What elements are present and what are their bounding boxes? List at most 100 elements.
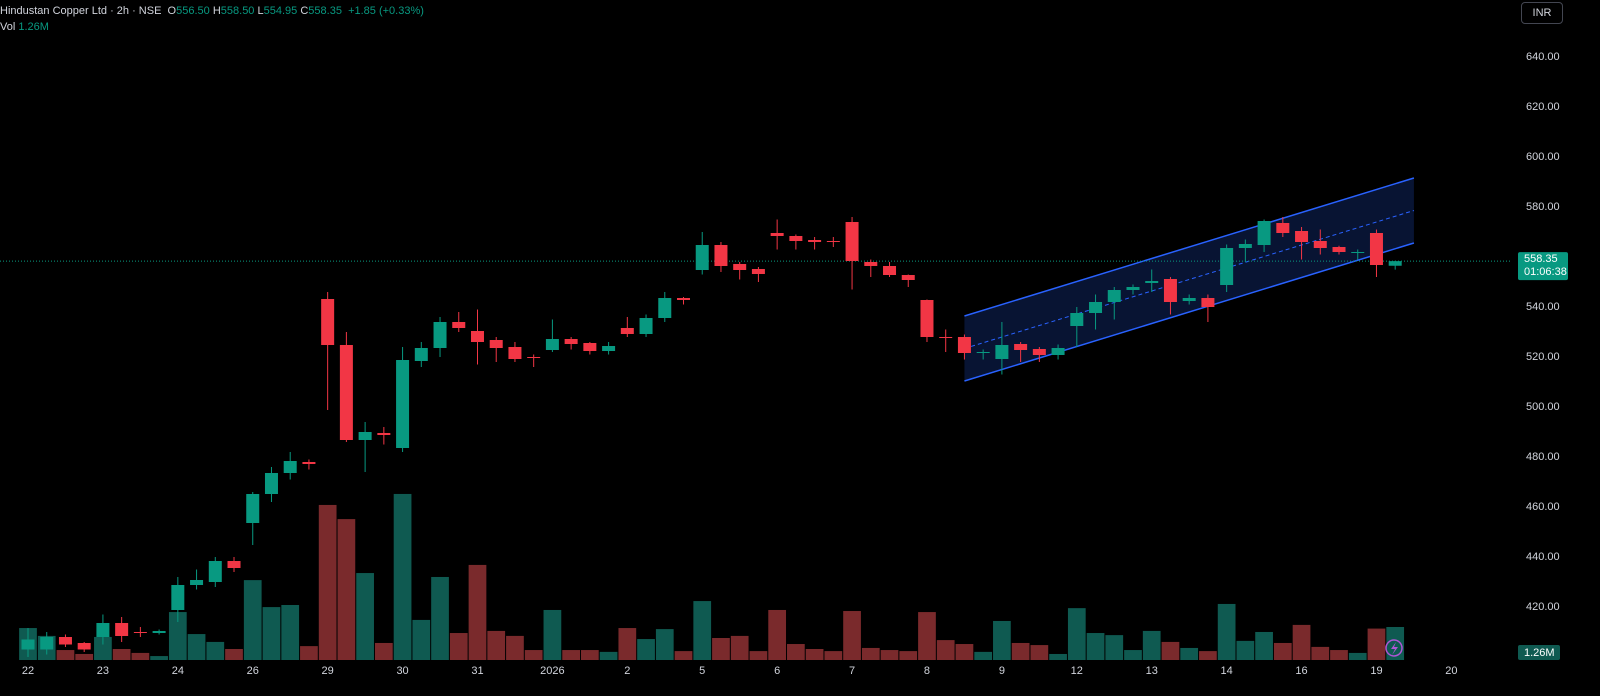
candle-body [1332,247,1346,252]
volume-bar [1292,624,1311,660]
ohlc-value: 556.50 [176,5,210,17]
candle-body [1107,290,1121,302]
volume-bar [993,620,1011,660]
candle-body [808,240,822,242]
candle-body [302,462,316,464]
legend: Hindustan Copper Ltd · 2h · NSE O556.50 … [0,3,424,35]
volume-bar [580,650,599,660]
candle-body [171,585,185,610]
candle-body [246,494,260,523]
volume-bar [1086,633,1105,660]
volume-row: Vol 1.26M [0,19,424,35]
volume-bar [337,519,356,660]
candle-body [1388,261,1402,266]
candle-body [1201,298,1215,307]
volume-bar [655,629,674,660]
candle-body [751,269,765,274]
volume-bar [225,649,243,660]
x-tick-label: 29 [322,665,334,677]
ohlc-value: 558.35 [308,5,342,17]
candle-body [545,339,559,350]
candle-body [190,580,204,585]
volume-bar [300,646,318,660]
x-tick-label: 19 [1370,665,1382,677]
y-tick-label: 460.00 [1526,501,1560,513]
y-tick-label: 440.00 [1526,551,1560,563]
candle-body [227,561,241,568]
volume-bar [712,638,730,660]
candle-body [733,264,747,270]
volume-bar [1217,603,1236,660]
x-tick-label: 2026 [540,665,564,677]
candle-body [433,322,447,348]
volume-bar [262,607,281,660]
x-tick-label: 26 [247,665,259,677]
x-tick-label: 16 [1295,665,1307,677]
candle-body [583,343,597,351]
candle-body [152,631,166,633]
volume-bar [487,630,506,660]
channel-upper [964,177,1415,317]
candle-body [1032,349,1046,355]
vol-key: Vol [0,21,16,33]
candle-body [1276,223,1290,233]
candle-body [957,337,971,353]
ohlc-value: 554.95 [263,5,298,17]
volume-bar [56,650,75,660]
candle-body [1220,248,1234,285]
candle-body [21,639,35,650]
y-tick-label: 600.00 [1526,151,1560,163]
candle-body [133,632,147,633]
volume-bar [206,641,225,660]
candle-body [677,298,691,300]
candle-body [40,637,54,650]
volume-bar [618,628,637,660]
last-price-box [1518,252,1568,281]
volume-bar [94,636,112,660]
candle-body [883,266,897,275]
candle-body [864,262,878,266]
volume-bar [730,635,749,660]
volume-bar [562,650,580,660]
volume-bar [168,612,187,660]
candle-body [1145,281,1159,283]
candle-body [264,473,278,494]
x-tick-label: 9 [999,665,1005,677]
x-tick-label: 23 [97,665,109,677]
volume-bar [1049,653,1067,660]
ohlc-key: H [212,5,221,17]
volume-bar [506,635,524,660]
volume-bar [356,573,374,660]
y-tick-label: 520.00 [1526,351,1560,363]
x-tick-label: 20 [1445,665,1457,677]
volume-bar [1124,650,1142,660]
volume-bar [131,652,150,660]
candle-body [901,275,915,280]
candle-body [489,340,503,348]
volume-bar [1255,631,1273,660]
y-tick-label: 580.00 [1526,201,1560,213]
volume-bar [1161,641,1180,660]
candle-body [1070,313,1084,326]
x-tick-label: 8 [924,665,930,677]
currency-button[interactable]: INR [1521,2,1563,24]
candle-body [1351,252,1365,253]
volume-bar [674,651,693,660]
candle-body [358,432,372,440]
countdown: 01:06:38 [1524,266,1567,278]
volume-bar [955,644,974,660]
y-tick-label: 620.00 [1526,101,1560,113]
candle-body [339,345,353,440]
candle-body [789,236,803,241]
volume-bar [449,633,468,660]
volume-bar [693,601,712,660]
candle-body [1295,231,1309,242]
candle-body [58,637,72,645]
x-tick-label: 14 [1221,665,1233,677]
volume-bar [1236,640,1255,660]
candle-body [321,299,335,345]
volume-bar [1030,645,1049,660]
volume-bar [768,609,787,660]
channel-median [964,210,1415,349]
